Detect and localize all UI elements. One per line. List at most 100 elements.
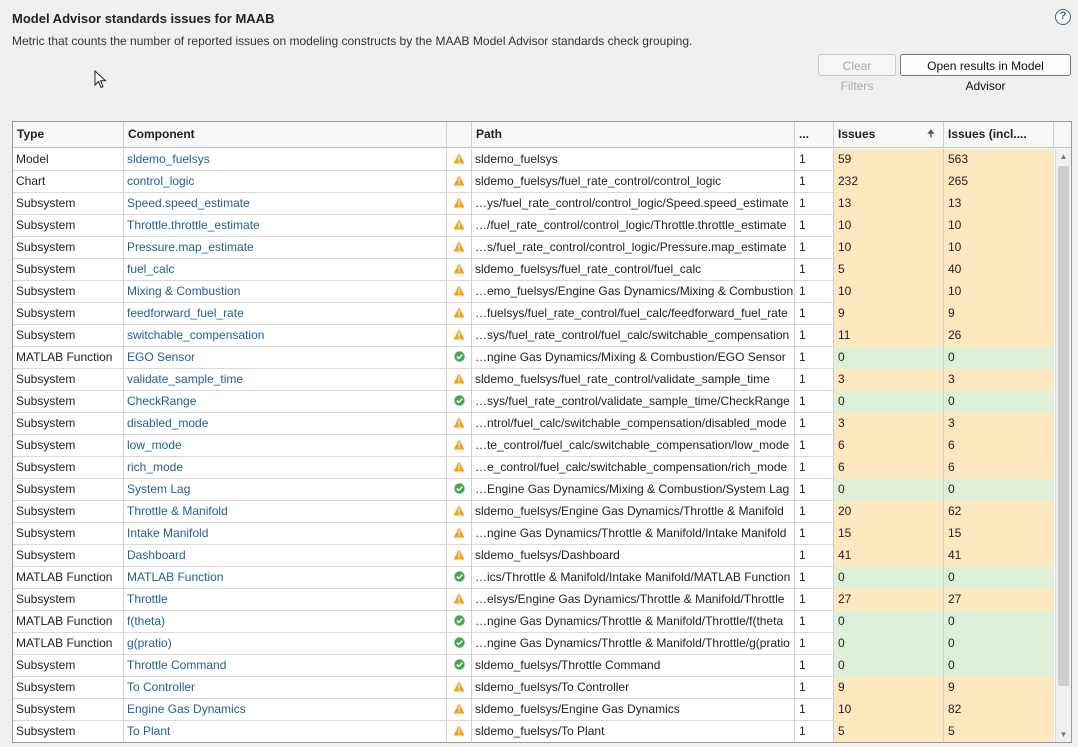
cell-issues: 232 <box>834 171 944 193</box>
cell-issues: 6 <box>834 457 944 479</box>
cell-issues: 10 <box>834 281 944 303</box>
cell-component-link[interactable]: Throttle.throttle_estimate <box>124 215 447 237</box>
table-row[interactable]: Subsystem feedforward_fuel_rate …fuelsys/f… <box>13 303 1054 325</box>
cell-component-link[interactable]: Throttle & Manifold <box>124 501 447 523</box>
cell-component-link[interactable]: CheckRange <box>124 391 447 413</box>
table-row[interactable]: MATLAB Function MATLAB Function …ics/Throt… <box>13 567 1054 589</box>
cell-component-link[interactable]: sldemo_fuelsys <box>124 149 447 171</box>
cell-component-link[interactable]: validate_sample_time <box>124 369 447 391</box>
column-header-type[interactable]: Type <box>13 122 124 148</box>
cell-path: …ys/fuel_rate_control/control_logic/Spee… <box>472 193 795 215</box>
column-header-count[interactable]: ... <box>795 122 834 148</box>
warning-icon <box>447 215 472 237</box>
table-row[interactable]: Subsystem Throttle & Manifold sldemo_fuels… <box>13 501 1054 523</box>
warning-icon <box>447 457 472 479</box>
cell-type: Subsystem <box>13 259 124 281</box>
table-row[interactable]: MATLAB Function EGO Sensor …ngine Gas Dyna… <box>13 347 1054 369</box>
open-results-button[interactable]: Open results in Model Advisor <box>900 54 1071 93</box>
table-row[interactable]: MATLAB Function f(theta) …ngine Gas Dynami… <box>13 611 1054 633</box>
table-row[interactable]: Subsystem validate_sample_time sldemo_fuel… <box>13 369 1054 391</box>
cell-issues: 0 <box>834 655 944 677</box>
cell-issues-incl: 40 <box>944 259 1054 281</box>
cell-path: …s/fuel_rate_control/control_logic/Press… <box>472 237 795 259</box>
vertical-scrollbar[interactable]: ▲ ▼ <box>1055 149 1071 742</box>
cell-issues: 0 <box>834 347 944 369</box>
cell-component-link[interactable]: f(theta) <box>124 611 447 633</box>
cell-component-link[interactable]: Throttle <box>124 589 447 611</box>
table-row[interactable]: Subsystem Pressure.map_estimate …s/fuel_ra… <box>13 237 1054 259</box>
question-icon[interactable]: ? <box>1055 9 1071 25</box>
scroll-up-icon[interactable]: ▲ <box>1059 152 1068 161</box>
cell-issues: 10 <box>834 237 944 259</box>
table-row[interactable]: Subsystem switchable_compensation …sys/fue… <box>13 325 1054 347</box>
cell-component-link[interactable]: Mixing & Combustion <box>124 281 447 303</box>
cell-component-link[interactable]: Throttle Command <box>124 655 447 677</box>
cell-component-link[interactable]: switchable_compensation <box>124 325 447 347</box>
cell-component-link[interactable]: control_logic <box>124 171 447 193</box>
cell-component-link[interactable]: To Controller <box>124 677 447 699</box>
table-row[interactable]: Subsystem Engine Gas Dynamics sldemo_fuels… <box>13 699 1054 721</box>
cell-component-link[interactable]: fuel_calc <box>124 259 447 281</box>
cell-component-link[interactable]: To Plant <box>124 721 447 742</box>
column-header-component[interactable]: Component <box>124 122 447 148</box>
cell-issues-incl: 0 <box>944 347 1054 369</box>
cell-component-link[interactable]: Speed.speed_estimate <box>124 193 447 215</box>
cell-path: …sys/fuel_rate_control/validate_sample_t… <box>472 391 795 413</box>
scroll-down-icon[interactable]: ▼ <box>1059 730 1068 739</box>
table-row[interactable]: Subsystem Speed.speed_estimate …ys/fuel_ra… <box>13 193 1054 215</box>
table-row[interactable]: Subsystem CheckRange …sys/fuel_rate_contro… <box>13 391 1054 413</box>
cell-issues: 9 <box>834 677 944 699</box>
cell-type: Subsystem <box>13 677 124 699</box>
cell-type: Subsystem <box>13 501 124 523</box>
table-row[interactable]: MATLAB Function g(pratio) …ngine Gas Dynam… <box>13 633 1054 655</box>
table-row[interactable]: Subsystem Dashboard sldemo_fuelsys/Dashboa… <box>13 545 1054 567</box>
warning-icon <box>447 259 472 281</box>
warning-icon <box>447 589 472 611</box>
table-row[interactable]: Model sldemo_fuelsys sldemo_fuelsys 1 59 563 <box>13 149 1054 171</box>
column-header-issues-incl[interactable]: Issues (incl.... <box>944 122 1054 148</box>
scrollbar-thumb[interactable] <box>1058 166 1069 686</box>
cell-component-link[interactable]: Pressure.map_estimate <box>124 237 447 259</box>
column-header-path[interactable]: Path <box>472 122 795 148</box>
cell-component-link[interactable]: EGO Sensor <box>124 347 447 369</box>
column-header-issues[interactable]: Issues 🠉 <box>834 122 944 148</box>
cell-component-link[interactable]: g(pratio) <box>124 633 447 655</box>
cell-count: 1 <box>795 457 834 479</box>
column-header-status[interactable] <box>447 122 472 148</box>
clear-filters-button[interactable]: Clear Filters <box>818 54 896 93</box>
table-row[interactable]: Subsystem System Lag …Engine Gas Dynamics/… <box>13 479 1054 501</box>
cell-issues-incl: 10 <box>944 237 1054 259</box>
table-row[interactable]: Subsystem low_mode …te_control/fuel_calc/s… <box>13 435 1054 457</box>
table-row[interactable]: Chart control_logic sldemo_fuelsys/fuel_ra… <box>13 171 1054 193</box>
cell-component-link[interactable]: MATLAB Function <box>124 567 447 589</box>
cell-type: MATLAB Function <box>13 567 124 589</box>
cell-component-link[interactable]: disabled_mode <box>124 413 447 435</box>
cell-type: Subsystem <box>13 523 124 545</box>
table-row[interactable]: Subsystem To Controller sldemo_fuelsys/To … <box>13 677 1054 699</box>
cell-component-link[interactable]: Intake Manifold <box>124 523 447 545</box>
cell-count: 1 <box>795 435 834 457</box>
table-row[interactable]: Subsystem fuel_calc sldemo_fuelsys/fuel_ra… <box>13 259 1054 281</box>
table-row[interactable]: Subsystem Mixing & Combustion …emo_fuelsys… <box>13 281 1054 303</box>
warning-icon <box>447 699 472 721</box>
table-row[interactable]: Subsystem To Plant sldemo_fuelsys/To Plant… <box>13 721 1054 742</box>
cell-component-link[interactable]: System Lag <box>124 479 447 501</box>
cell-issues: 9 <box>834 303 944 325</box>
table-row[interactable]: Subsystem disabled_mode …ntrol/fuel_calc/s… <box>13 413 1054 435</box>
cell-component-link[interactable]: feedforward_fuel_rate <box>124 303 447 325</box>
warning-icon <box>447 303 472 325</box>
table-row[interactable]: Subsystem Intake Manifold …ngine Gas Dynam… <box>13 523 1054 545</box>
table-row[interactable]: Subsystem rich_mode …e_control/fuel_calc/s… <box>13 457 1054 479</box>
table-row[interactable]: Subsystem Throttle …elsys/Engine Gas Dynam… <box>13 589 1054 611</box>
cell-issues-incl: 26 <box>944 325 1054 347</box>
cell-component-link[interactable]: Engine Gas Dynamics <box>124 699 447 721</box>
cell-path: sldemo_fuelsys/Engine Gas Dynamics/Throt… <box>472 501 795 523</box>
cell-issues: 3 <box>834 413 944 435</box>
cell-component-link[interactable]: low_mode <box>124 435 447 457</box>
table-row[interactable]: Subsystem Throttle.throttle_estimate …/fue… <box>13 215 1054 237</box>
cell-issues-incl: 13 <box>944 193 1054 215</box>
cell-component-link[interactable]: rich_mode <box>124 457 447 479</box>
table-row[interactable]: Subsystem Throttle Command sldemo_fuelsys/… <box>13 655 1054 677</box>
cell-component-link[interactable]: Dashboard <box>124 545 447 567</box>
cell-count: 1 <box>795 677 834 699</box>
